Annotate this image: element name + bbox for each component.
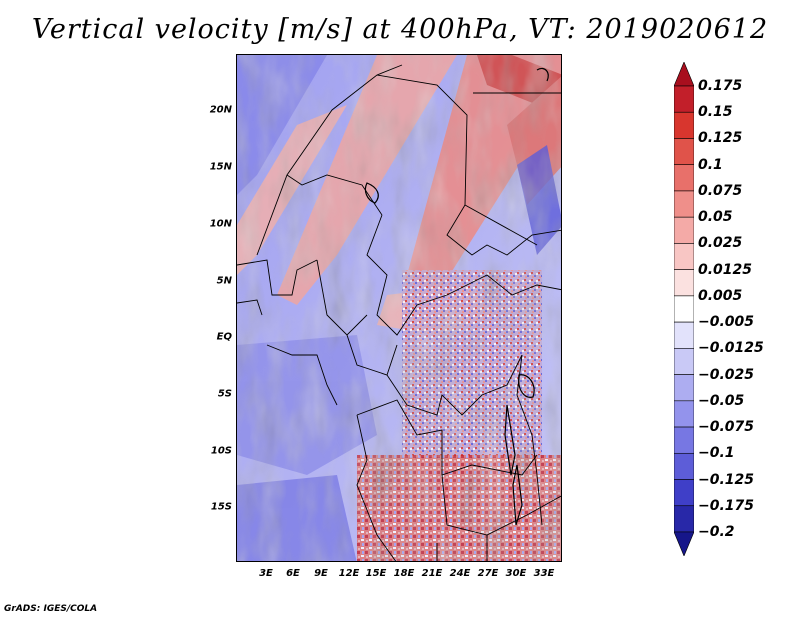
colorbar-segment-14 [674,426,694,454]
colorbar-segment-2 [674,111,694,139]
colorbar-label-14: −0.1 [698,445,735,462]
colorbar-segment-3 [674,138,694,166]
lat-label-15s: 15S [210,501,232,513]
colorbar-label-15: −0.125 [698,471,755,488]
colorbar-segment-17 [674,505,694,533]
grads-credit: GrADS: IGES/COLA [4,604,98,614]
colorbar-segment-15 [674,452,694,480]
lat-label-10n: 10N [209,218,232,230]
lon-label-33e: 33E [533,568,555,579]
colorbar-segment-9 [674,295,694,323]
colorbar [674,62,694,556]
lat-label-10s: 10S [210,445,232,457]
colorbar-segment-4 [674,164,694,192]
lat-label-20n: 20N [209,104,232,116]
chart-title: Vertical velocity [m/s] at 400hPa, VT: 2… [31,14,769,45]
colorbar-label-10: −0.0125 [698,340,764,357]
colorbar-label-0: 0.175 [698,78,743,94]
colorbar-label-8: 0.005 [698,287,743,304]
colorbar-label-6: 0.025 [698,235,743,252]
colorbar-label-1: 0.15 [698,104,733,121]
lon-label-30e: 30E [505,568,527,579]
colorbar-label-11: −0.025 [698,366,755,383]
colorbar-label-5: 0.05 [698,209,733,226]
country-borders [237,64,561,561]
colorbar-label-17: −0.2 [698,524,735,540]
lat-label-5s: 5S [217,388,232,400]
colorbar-label-4: 0.075 [698,182,743,199]
water-bodies [364,67,549,526]
lon-label-27e: 27E [477,568,499,579]
colorbar-label-12: −0.05 [698,392,745,409]
lon-label-21e: 21E [421,568,443,579]
velocity-field [237,55,561,561]
lon-label-18e: 18E [393,568,415,579]
colorbar-segment-12 [674,374,694,402]
lat-label-15n: 15N [209,161,232,173]
colorbar-segment-8 [674,269,694,297]
lon-label-24e: 24E [449,568,471,579]
colorbar-segment-11 [674,348,694,375]
colorbar-segment-6 [674,216,694,244]
colorbar-label-2: 0.125 [698,130,743,147]
colorbar-segment-18 [674,531,694,556]
texture-overlay [237,55,561,561]
lon-label-6e: 6E [286,568,300,579]
colorbar-label-16: −0.175 [698,497,755,514]
lat-label-eq: EQ [216,331,232,343]
colorbar-label-13: −0.075 [698,419,755,436]
colorbar-segment-10 [674,321,694,349]
colorbar-segment-5 [674,190,694,218]
lon-label-9e: 9E [314,568,328,579]
colorbar-segment-0 [674,62,694,87]
map-plot-area [236,54,562,562]
lon-label-15e: 15E [365,568,387,579]
colorbar-label-3: 0.1 [698,156,723,173]
lat-label-5n: 5N [216,275,232,287]
lon-label-12e: 12E [338,568,360,579]
lon-label-3e: 3E [259,568,273,579]
colorbar-segment-16 [674,479,694,507]
colorbar-label-7: 0.0125 [698,261,753,278]
colorbar-label-9: −0.005 [698,314,755,331]
colorbar-segment-13 [674,400,694,428]
colorbar-segment-7 [674,243,694,270]
colorbar-segment-1 [674,85,694,113]
